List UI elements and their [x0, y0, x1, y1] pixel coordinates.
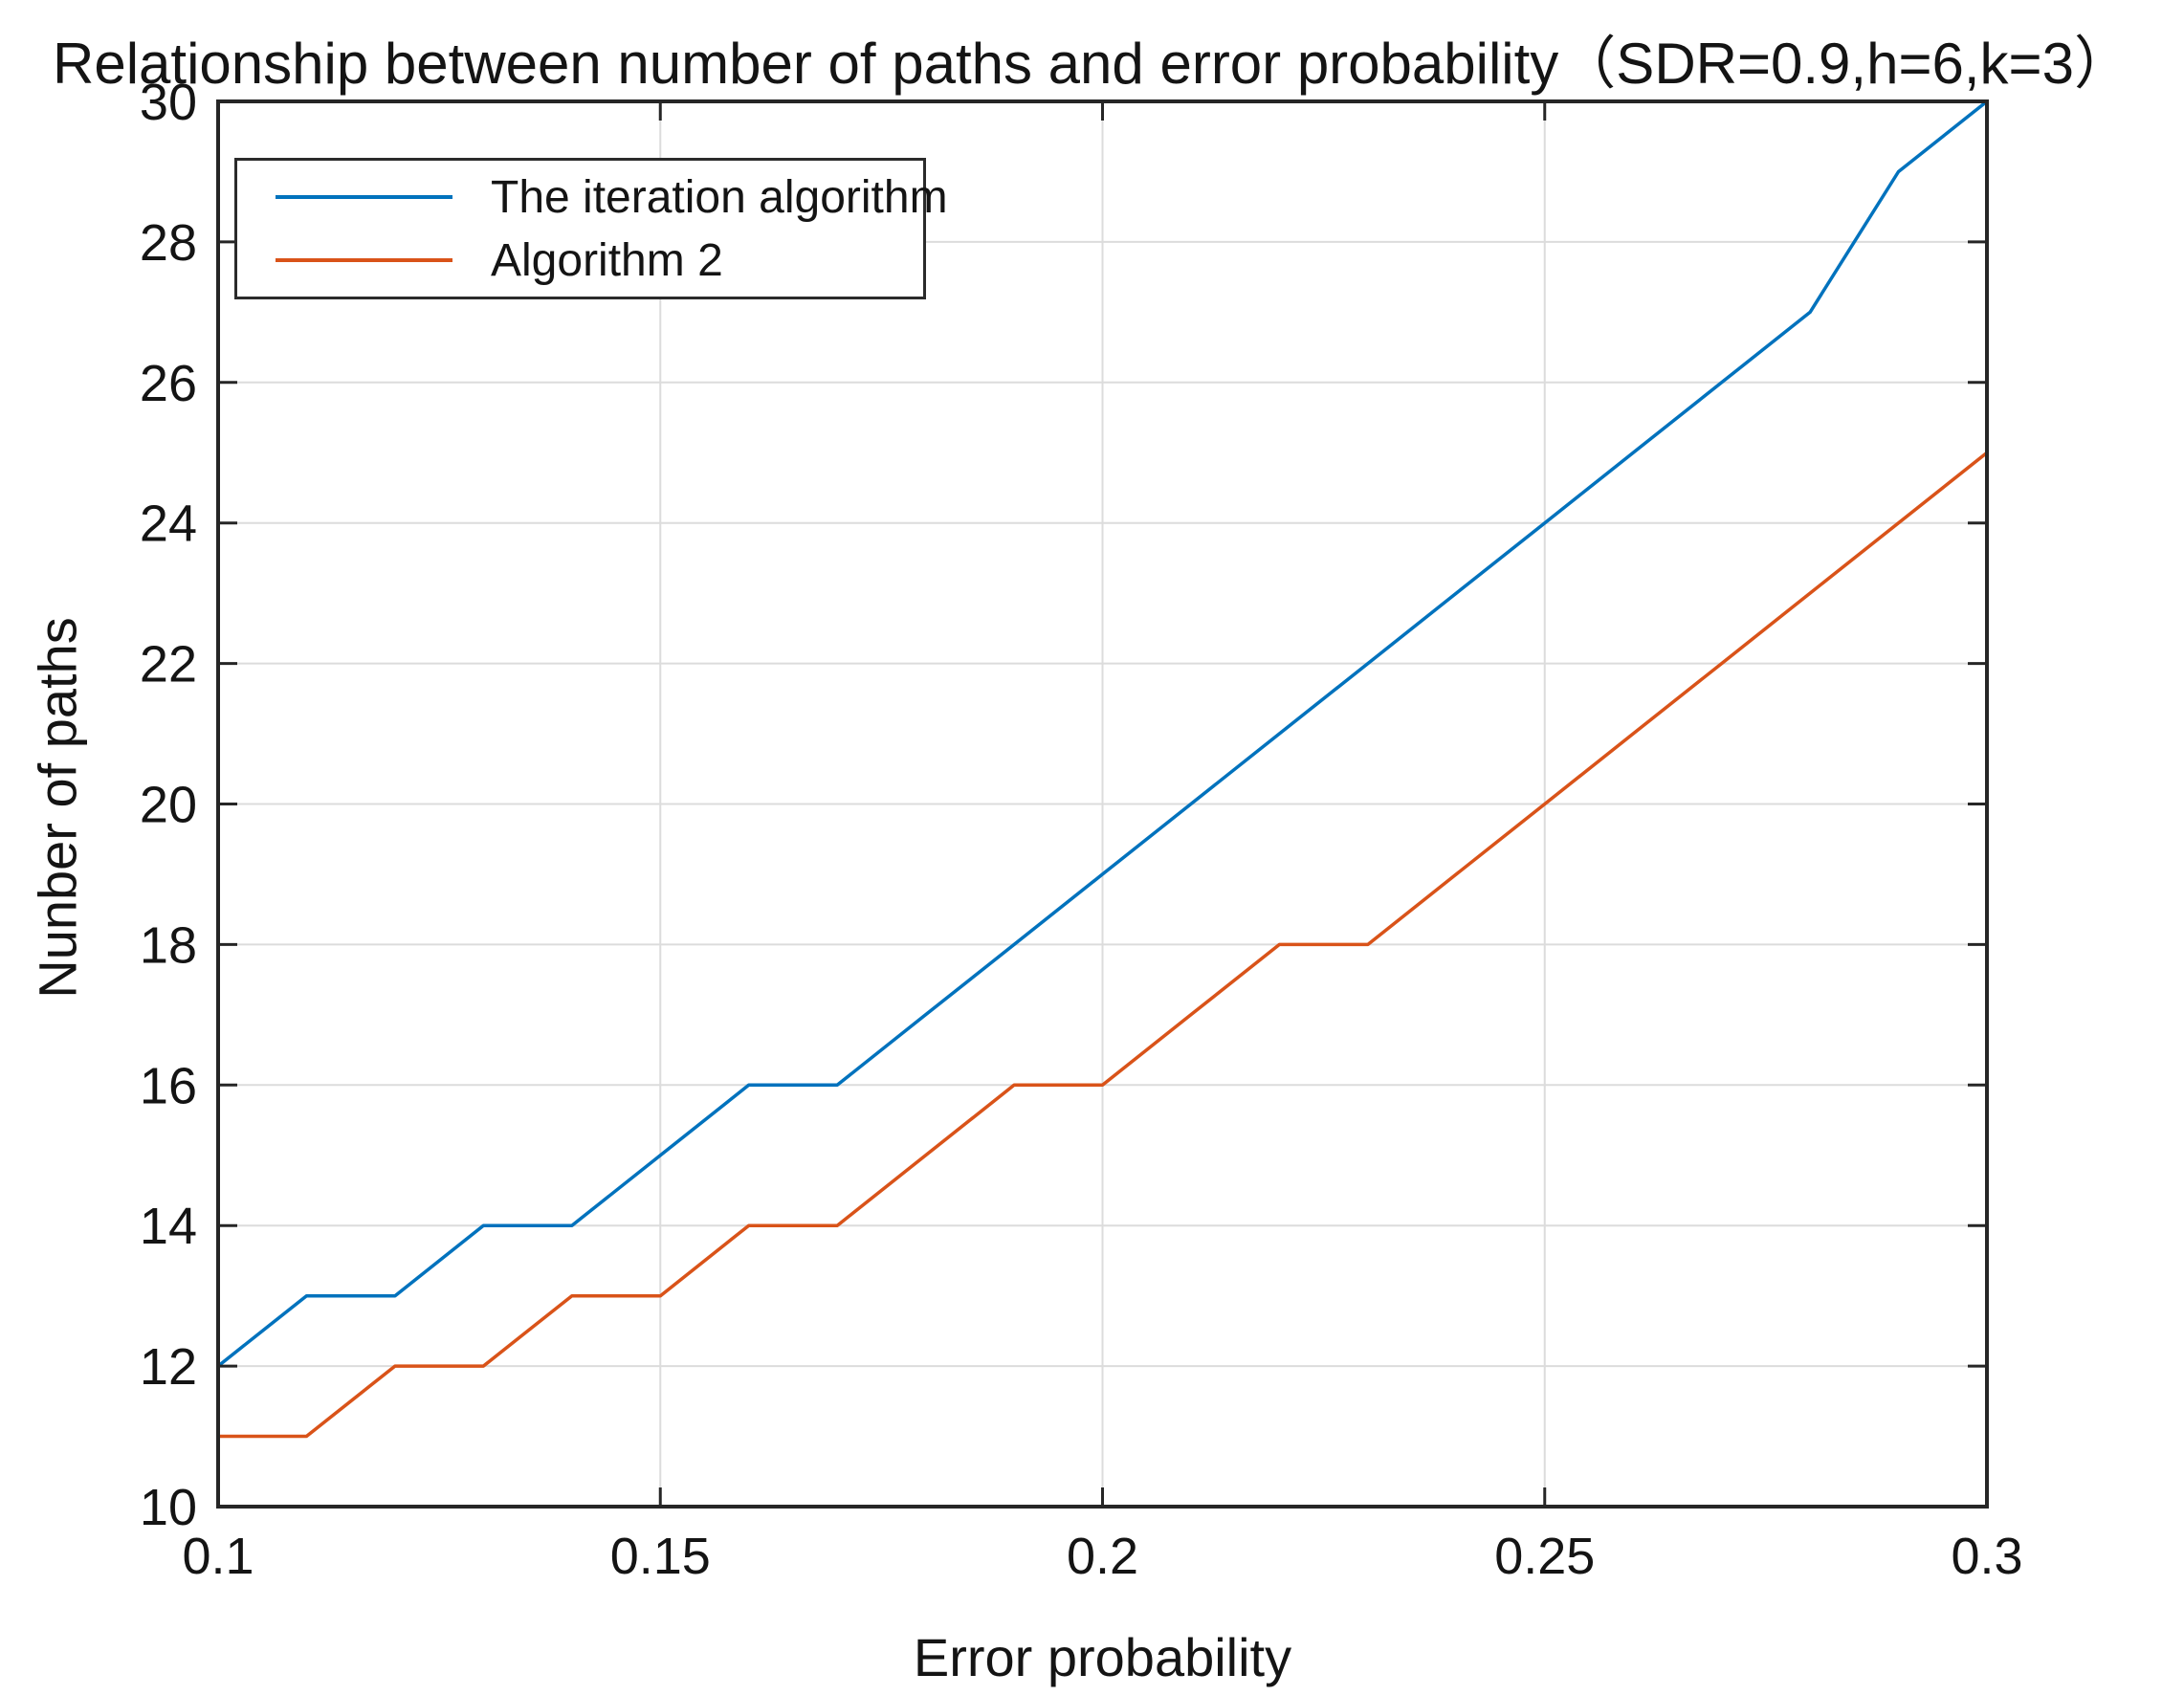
y-tick-label: 10: [140, 1479, 197, 1536]
x-tick-label: 0.25: [1494, 1528, 1595, 1585]
x-tick-label: 0.1: [182, 1528, 254, 1585]
y-tick-label: 30: [140, 74, 197, 131]
x-tick-label: 0.3: [1951, 1528, 2022, 1585]
legend-swatch-iteration-algorithm: [276, 195, 452, 199]
y-tick-label: 14: [140, 1198, 197, 1255]
legend-item-iteration-algorithm: The iteration algorithm: [237, 170, 948, 224]
y-tick-label: 20: [140, 777, 197, 834]
y-tick-label: 28: [140, 214, 197, 272]
series-line-iteration-algorithm: [216, 99, 1989, 1368]
y-tick-label: 12: [140, 1338, 197, 1396]
x-axis-label: Error probability: [913, 1627, 1292, 1687]
y-axis-label: Nunber of paths: [27, 617, 88, 999]
y-tick-label: 16: [140, 1057, 197, 1114]
legend: The iteration algorithm Algorithm 2: [234, 158, 948, 299]
legend-item-algorithm-2: Algorithm 2: [237, 233, 923, 287]
y-tick-label: 22: [140, 636, 197, 694]
y-tick-label: 24: [140, 496, 197, 553]
x-tick-label: 0.15: [610, 1528, 711, 1585]
y-tick-label: 18: [140, 916, 197, 974]
legend-swatch-algorithm-2: [276, 258, 452, 262]
chart-title: Relationship between number of paths and…: [53, 32, 2131, 96]
x-tick-label: 0.2: [1067, 1528, 1138, 1585]
legend-label-iteration-algorithm: The iteration algorithm: [491, 171, 948, 223]
y-tick-label: 26: [140, 355, 197, 412]
legend-label-algorithm-2: Algorithm 2: [491, 234, 723, 286]
series-line-algorithm-2: [216, 451, 1989, 1439]
